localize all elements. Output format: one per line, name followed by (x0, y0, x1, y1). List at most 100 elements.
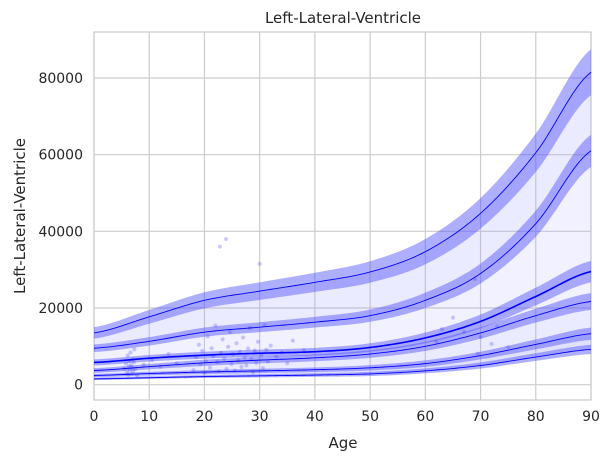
data-point-72 (290, 338, 295, 343)
y-tick-label-2: 40000 (38, 224, 83, 240)
data-point-21 (166, 352, 171, 356)
data-point-76 (450, 315, 455, 320)
x-tick-label-5: 50 (361, 409, 379, 425)
data-point-65 (262, 322, 267, 327)
data-point-43 (226, 344, 231, 349)
confidence-band-5 (94, 49, 591, 339)
percentile-line-5 (93, 71, 592, 334)
data-point-69 (274, 354, 279, 359)
y-tick-label-3: 60000 (38, 148, 83, 164)
percentile-line-2 (93, 301, 592, 371)
band-between-1 (94, 301, 591, 376)
chart-title: Left-Lateral-Ventricle (265, 9, 421, 27)
percentile-line-0 (93, 348, 592, 380)
data-point-34 (213, 323, 218, 328)
data-point-32 (209, 346, 214, 351)
band-between-4 (94, 72, 591, 349)
x-tick-label-1: 10 (140, 409, 158, 425)
y-tick-label-1: 20000 (38, 301, 83, 317)
plot-area (94, 32, 591, 400)
data-point-15 (132, 347, 137, 352)
y-tick-label-0: 0 (74, 378, 83, 394)
plot-border (93, 31, 592, 401)
data-point-18 (141, 362, 146, 367)
x-tick-label-8: 80 (527, 409, 545, 425)
data-point-44 (227, 330, 232, 335)
data-point-57 (249, 356, 254, 361)
data-point-63 (259, 353, 264, 358)
data-point-60 (254, 360, 259, 365)
data-point-48 (234, 341, 239, 346)
data-point-1 (124, 361, 129, 366)
data-point-74 (434, 339, 439, 344)
confidence-band-0 (94, 344, 591, 381)
data-point-28 (202, 370, 207, 375)
data-point-14 (131, 360, 136, 365)
data-point-7 (127, 367, 132, 372)
data-point-30 (205, 334, 210, 339)
data-point-39 (220, 337, 225, 342)
percentile-lines (93, 71, 592, 380)
y-tick-labels: 0 20000 40000 60000 80000 (38, 71, 83, 394)
data-point-37 (217, 244, 222, 249)
data-point-53 (242, 355, 247, 360)
data-point-50 (237, 349, 242, 354)
data-point-75 (439, 327, 444, 332)
data-point-73 (301, 348, 306, 353)
data-point-67 (265, 359, 270, 364)
percentile-line-1 (93, 333, 592, 376)
data-point-83 (506, 345, 511, 350)
data-point-25 (196, 342, 201, 347)
data-point-79 (475, 351, 480, 356)
data-point-49 (236, 358, 241, 363)
band-between-3 (94, 150, 591, 363)
data-point-62 (257, 261, 262, 266)
percentile-bands (94, 49, 591, 381)
data-point-19 (149, 358, 154, 363)
data-point-66 (264, 347, 269, 352)
x-tick-label-6: 60 (416, 409, 434, 425)
x-tick-label-7: 70 (472, 409, 490, 425)
data-point-8 (128, 350, 133, 355)
confidence-band-3 (94, 260, 591, 366)
data-point-9 (129, 363, 133, 368)
x-tick-label-0: 0 (90, 409, 99, 425)
data-point-40 (222, 356, 227, 361)
data-point-59 (252, 348, 257, 353)
y-tick-label-4: 80000 (38, 71, 83, 87)
data-point-54 (244, 363, 249, 368)
data-point-81 (489, 342, 494, 347)
x-tick-label-2: 20 (196, 409, 214, 425)
data-point-5 (126, 364, 131, 369)
data-point-13 (131, 368, 136, 373)
data-point-68 (268, 343, 273, 348)
grid (93, 31, 592, 401)
data-point-42 (224, 366, 229, 371)
data-point-23 (191, 368, 196, 373)
confidence-band-1 (94, 327, 591, 377)
data-point-20 (158, 364, 163, 369)
x-tick-label-3: 30 (251, 409, 269, 425)
data-point-64 (260, 366, 265, 371)
data-point-52 (241, 335, 246, 340)
data-point-45 (229, 361, 234, 366)
x-tick-label-4: 40 (306, 409, 324, 425)
percentile-line-3 (93, 270, 592, 364)
data-point-41 (223, 237, 228, 241)
data-point-31 (207, 365, 212, 370)
x-axis-label: Age (328, 434, 357, 452)
band-between-0 (94, 333, 591, 379)
data-point-80 (478, 335, 483, 340)
x-tick-label-9: 90 (582, 409, 600, 425)
percentile-line-4 (93, 150, 592, 349)
y-axis-label: Left-Lateral-Ventricle (11, 138, 29, 294)
x-tick-labels: 0 10 20 30 40 50 60 70 80 90 (90, 409, 600, 425)
data-point-77 (461, 329, 466, 334)
data-point-47 (232, 368, 237, 373)
data-point-71 (285, 361, 290, 366)
data-point-61 (256, 339, 261, 344)
data-point-2 (125, 370, 130, 375)
confidence-band-2 (94, 293, 591, 373)
data-point-27 (200, 348, 205, 353)
